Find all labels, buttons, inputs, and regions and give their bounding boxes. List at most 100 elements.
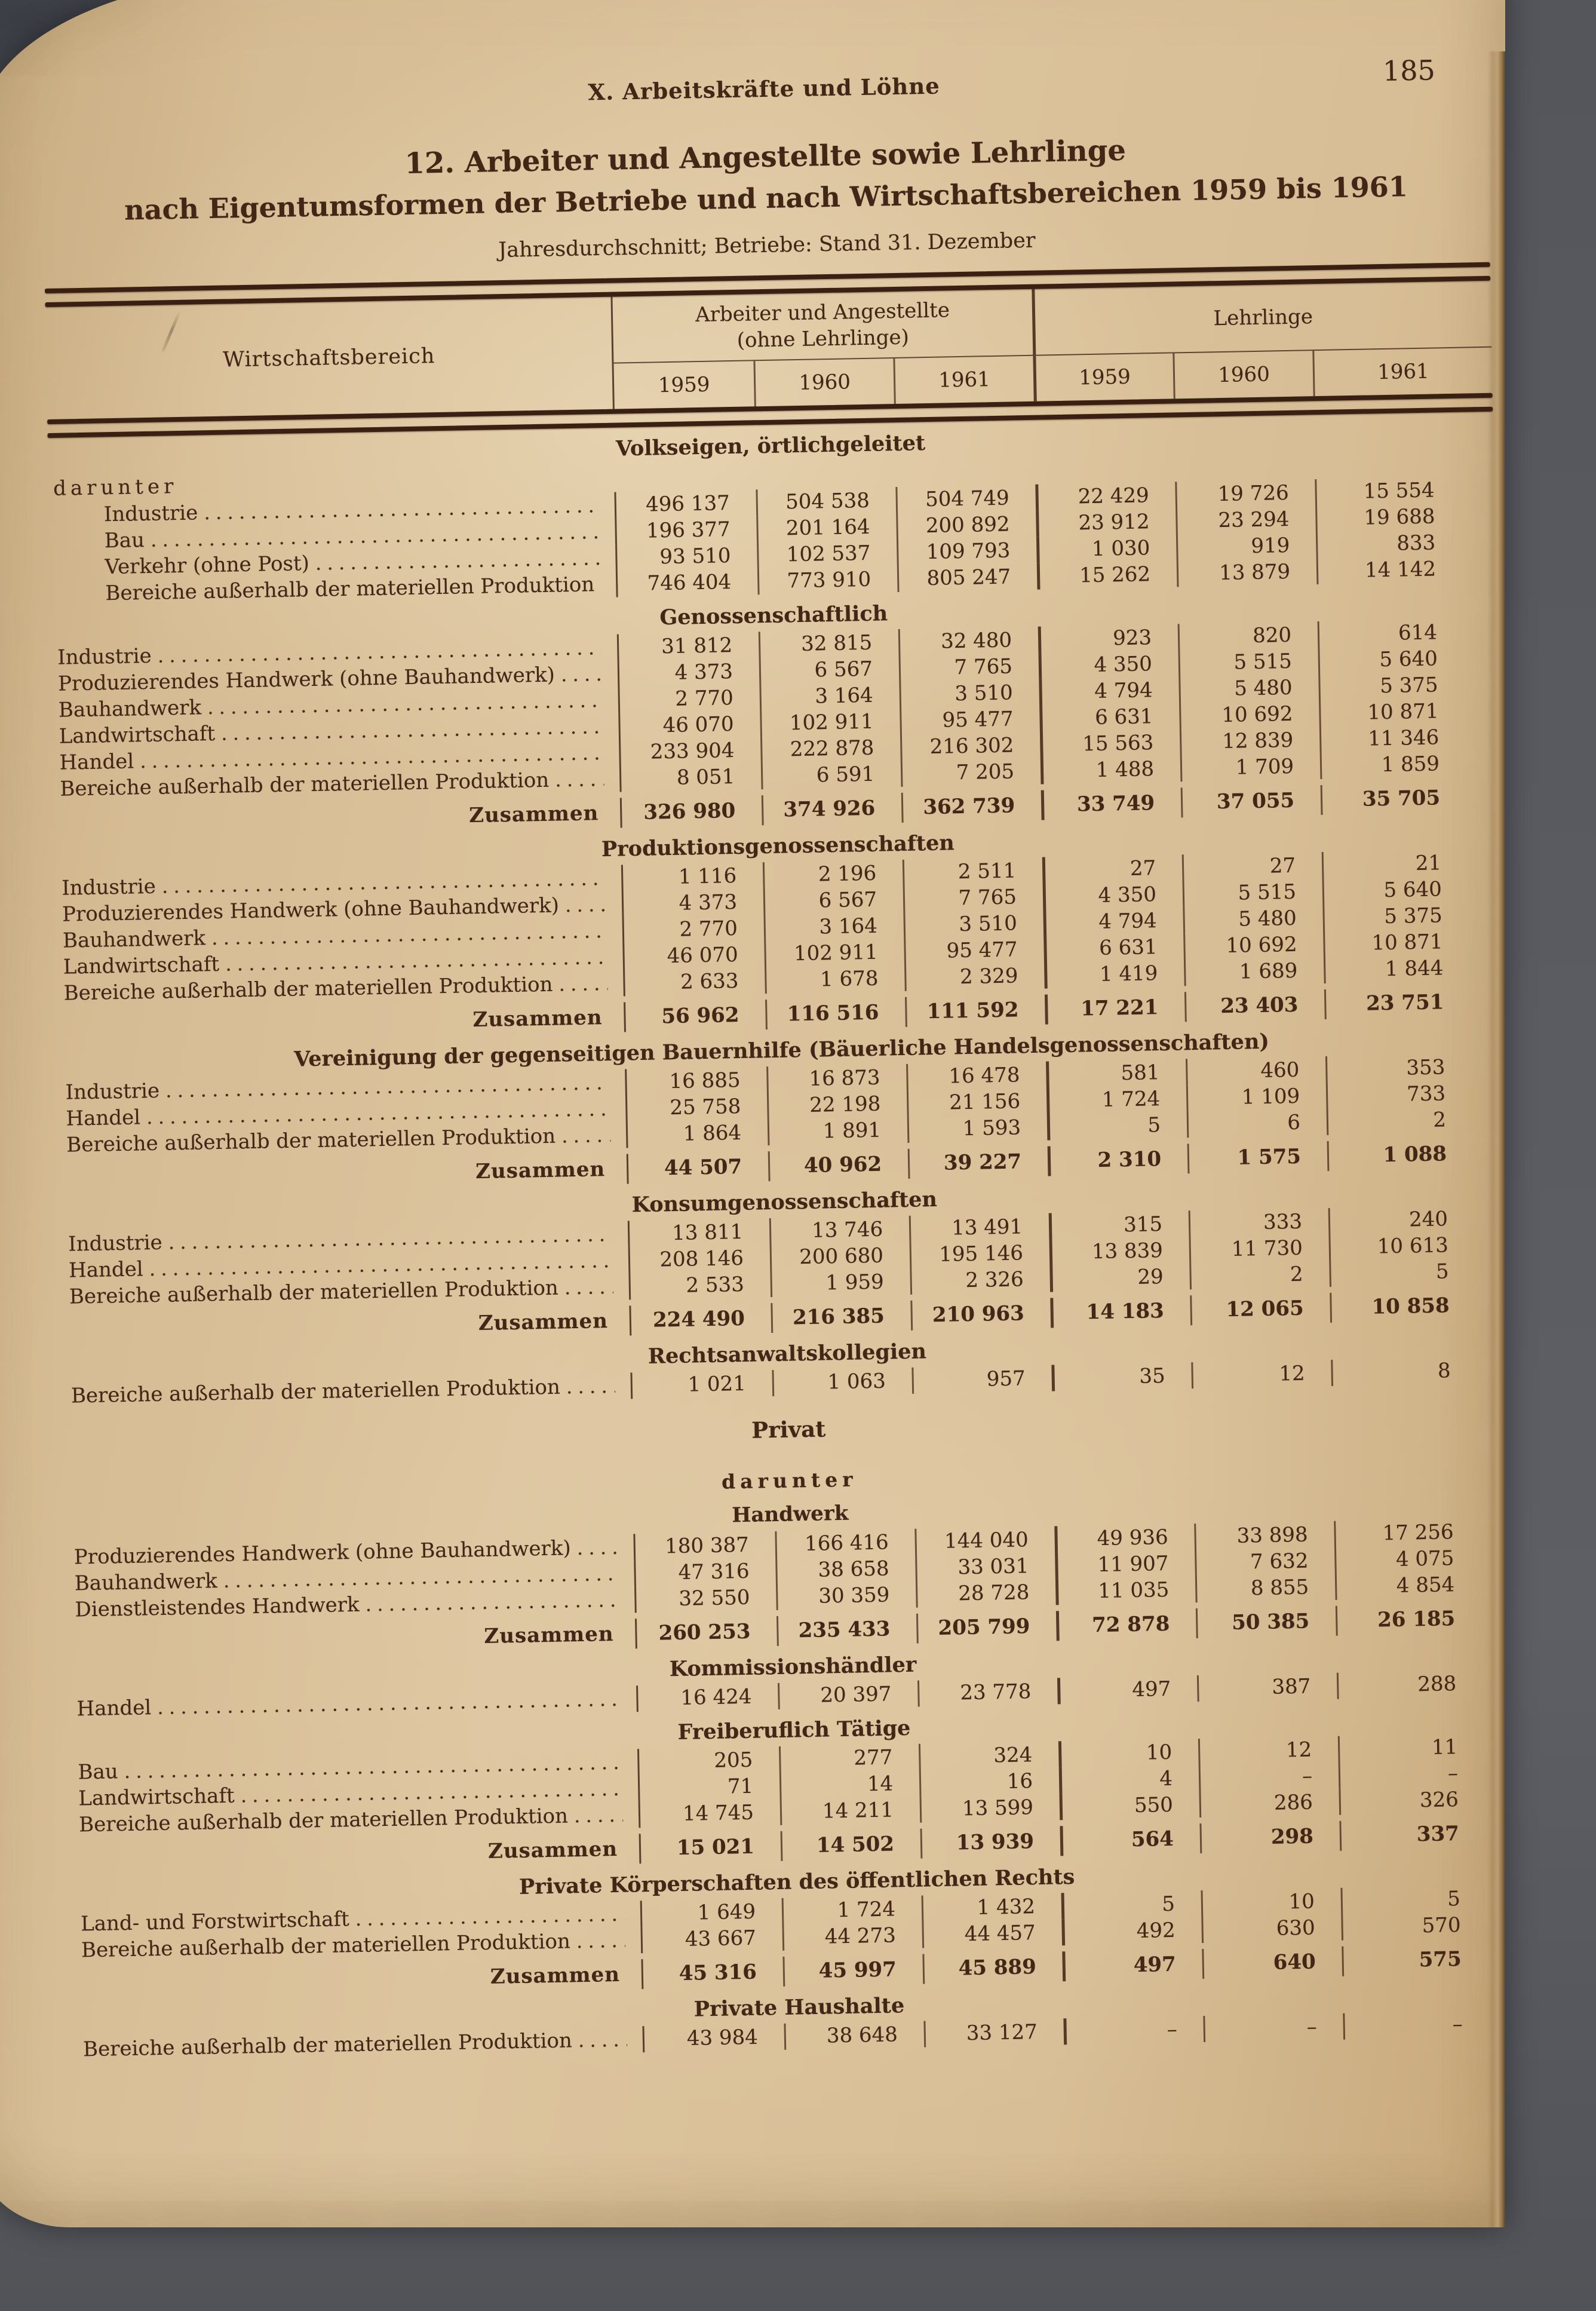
value-cell: 47 316 xyxy=(678,1559,750,1584)
dotted-leader xyxy=(564,1274,613,1301)
group-header-arbeiter-angestellte: Arbeiter und Angestellte (ohne Lehrlinge… xyxy=(612,289,1033,364)
value-cell: 1 088 xyxy=(1327,1138,1507,1171)
value-cell: 614 xyxy=(1317,618,1497,648)
row-label: Industrie xyxy=(103,501,198,527)
value-cell: 45 316 xyxy=(679,1960,757,1986)
value-cell: 35 705 xyxy=(1320,781,1500,816)
value-cell: 2 770 xyxy=(679,916,738,942)
value-cell: 46 070 xyxy=(662,712,734,738)
value-cell: 4 075 xyxy=(1334,1544,1514,1574)
value-cell: 30 359 xyxy=(775,1581,916,1610)
value-cell: 1 844 xyxy=(1323,954,1503,984)
row-label: Industrie xyxy=(67,1230,163,1256)
section-rows: Bau205277324101211Landwirtschaft7114164–… xyxy=(72,1733,1520,1874)
value-cell: 8 855 xyxy=(1195,1573,1336,1603)
value-cell: 1 724 xyxy=(1046,1085,1187,1114)
value-cell: 550 xyxy=(1059,1791,1200,1820)
value-cell: 820 xyxy=(1177,621,1318,651)
value-cell: 923 xyxy=(1038,624,1178,653)
value-cell: 144 040 xyxy=(914,1526,1055,1555)
group-header-lehrlinge: Lehrlinge xyxy=(1032,280,1492,356)
value-cell: 10 858 xyxy=(1330,1289,1510,1323)
value-cell: 5 480 xyxy=(1183,905,1324,934)
value-cell: 33 127 xyxy=(923,2018,1064,2048)
value-cell: 39 227 xyxy=(907,1146,1048,1179)
value-cell: 14 xyxy=(779,1770,920,1799)
value-cell: 13 491 xyxy=(909,1213,1049,1242)
value-cell: 746 404 xyxy=(647,570,732,596)
value-cell: 233 904 xyxy=(650,738,735,764)
value-cell: 2 633 xyxy=(680,968,739,994)
value-cell: 4 373 xyxy=(679,890,738,915)
value-cell: 195 146 xyxy=(909,1239,1050,1268)
dotted-leader xyxy=(157,1686,621,1721)
row-label: Verkehr (ohne Post) xyxy=(105,551,310,580)
dotted-leader xyxy=(578,2027,627,2053)
value-cell: 44 457 xyxy=(922,1919,1063,1948)
value-cell: 200 892 xyxy=(896,510,1036,540)
row-label-cell: Zusammen xyxy=(54,798,622,838)
value-cell: 180 387 xyxy=(664,1533,750,1559)
table-subtitle: Jahresdurchschnitt; Betriebe: Stand 31. … xyxy=(498,228,1036,263)
value-cell: 324 xyxy=(918,1741,1059,1770)
value-cell: 13 811 xyxy=(671,1219,744,1246)
value-cell: 28 728 xyxy=(915,1579,1056,1608)
value-cell: 2 310 xyxy=(1047,1144,1188,1176)
value-cell: 14 183 xyxy=(1050,1295,1191,1328)
value-cell: 235 433 xyxy=(776,1613,917,1646)
table-section: Vereinigung der gegenseitigen Bauernhilf… xyxy=(59,1025,1507,1194)
row-label-cell: Zusammen xyxy=(60,1154,629,1194)
dotted-leader xyxy=(574,1802,624,1829)
value-cell: 4 794 xyxy=(1039,676,1180,706)
value-cell: 4 794 xyxy=(1043,907,1184,936)
value-cell: 1 649 xyxy=(697,1899,756,1925)
value-cell: 2 770 xyxy=(675,686,734,711)
value-cell: 326 980 xyxy=(643,799,736,825)
value-cell: 1 593 xyxy=(907,1114,1048,1143)
value-cell: 216 385 xyxy=(771,1300,911,1334)
value-cell: 38 648 xyxy=(784,2021,925,2050)
value-cell: 1 709 xyxy=(1180,753,1321,782)
value-cell: 32 815 xyxy=(758,629,899,658)
value-cell: 288 xyxy=(1336,1669,1517,1699)
value-cell: 5 640 xyxy=(1318,644,1498,675)
value-cell: 4 xyxy=(1058,1765,1199,1794)
value-cell: 13 879 xyxy=(1176,558,1317,587)
dotted-leader xyxy=(566,1373,615,1400)
row-label: Dienstleistendes Handwerk xyxy=(75,1592,360,1622)
value-cell: 46 070 xyxy=(667,942,739,968)
value-cell: 49 936 xyxy=(1054,1524,1195,1553)
value-cell: 17 256 xyxy=(1334,1518,1514,1547)
value-cell: 2 533 xyxy=(686,1272,745,1298)
value-cell: 10 613 xyxy=(1328,1231,1509,1261)
value-cell: 337 xyxy=(1339,1817,1520,1851)
value-cell: 497 xyxy=(1057,1675,1198,1705)
row-label: Industrie xyxy=(65,1078,160,1105)
value-cell: 43 984 xyxy=(686,2025,759,2051)
value-cell: 13 939 xyxy=(920,1826,1061,1859)
value-cell: 13 746 xyxy=(769,1215,910,1245)
row-label-cell: Zusammen xyxy=(58,1002,626,1043)
row-label: Bereiche außerhalb der materiellen Produ… xyxy=(82,2028,573,2062)
value-cell: 102 911 xyxy=(760,707,900,737)
value-cell: 23 912 xyxy=(1036,508,1176,537)
value-cell: – xyxy=(1203,2013,1344,2042)
value-cell: 23 751 xyxy=(1324,986,1504,1019)
value-cell: 14 142 xyxy=(1316,554,1496,585)
value-cell: 224 490 xyxy=(652,1306,745,1332)
dotted-leader xyxy=(561,1122,611,1149)
value-cell: 25 758 xyxy=(669,1094,741,1120)
row-label-cell: Zusammen xyxy=(69,1619,637,1659)
value-cell: 1 432 xyxy=(921,1893,1062,1922)
value-cell: 1 063 xyxy=(772,1367,913,1397)
value-cell: 13 599 xyxy=(919,1794,1060,1823)
value-cell: 2 511 xyxy=(902,857,1043,886)
value-cell: 109 793 xyxy=(896,537,1037,566)
value-cell: 1 109 xyxy=(1186,1082,1327,1112)
value-cell: 72 878 xyxy=(1055,1608,1196,1641)
value-cell: 35 xyxy=(1051,1362,1192,1391)
value-cell: 1 488 xyxy=(1040,755,1181,784)
dotted-leader xyxy=(600,571,601,597)
value-cell: 2 326 xyxy=(910,1265,1051,1295)
